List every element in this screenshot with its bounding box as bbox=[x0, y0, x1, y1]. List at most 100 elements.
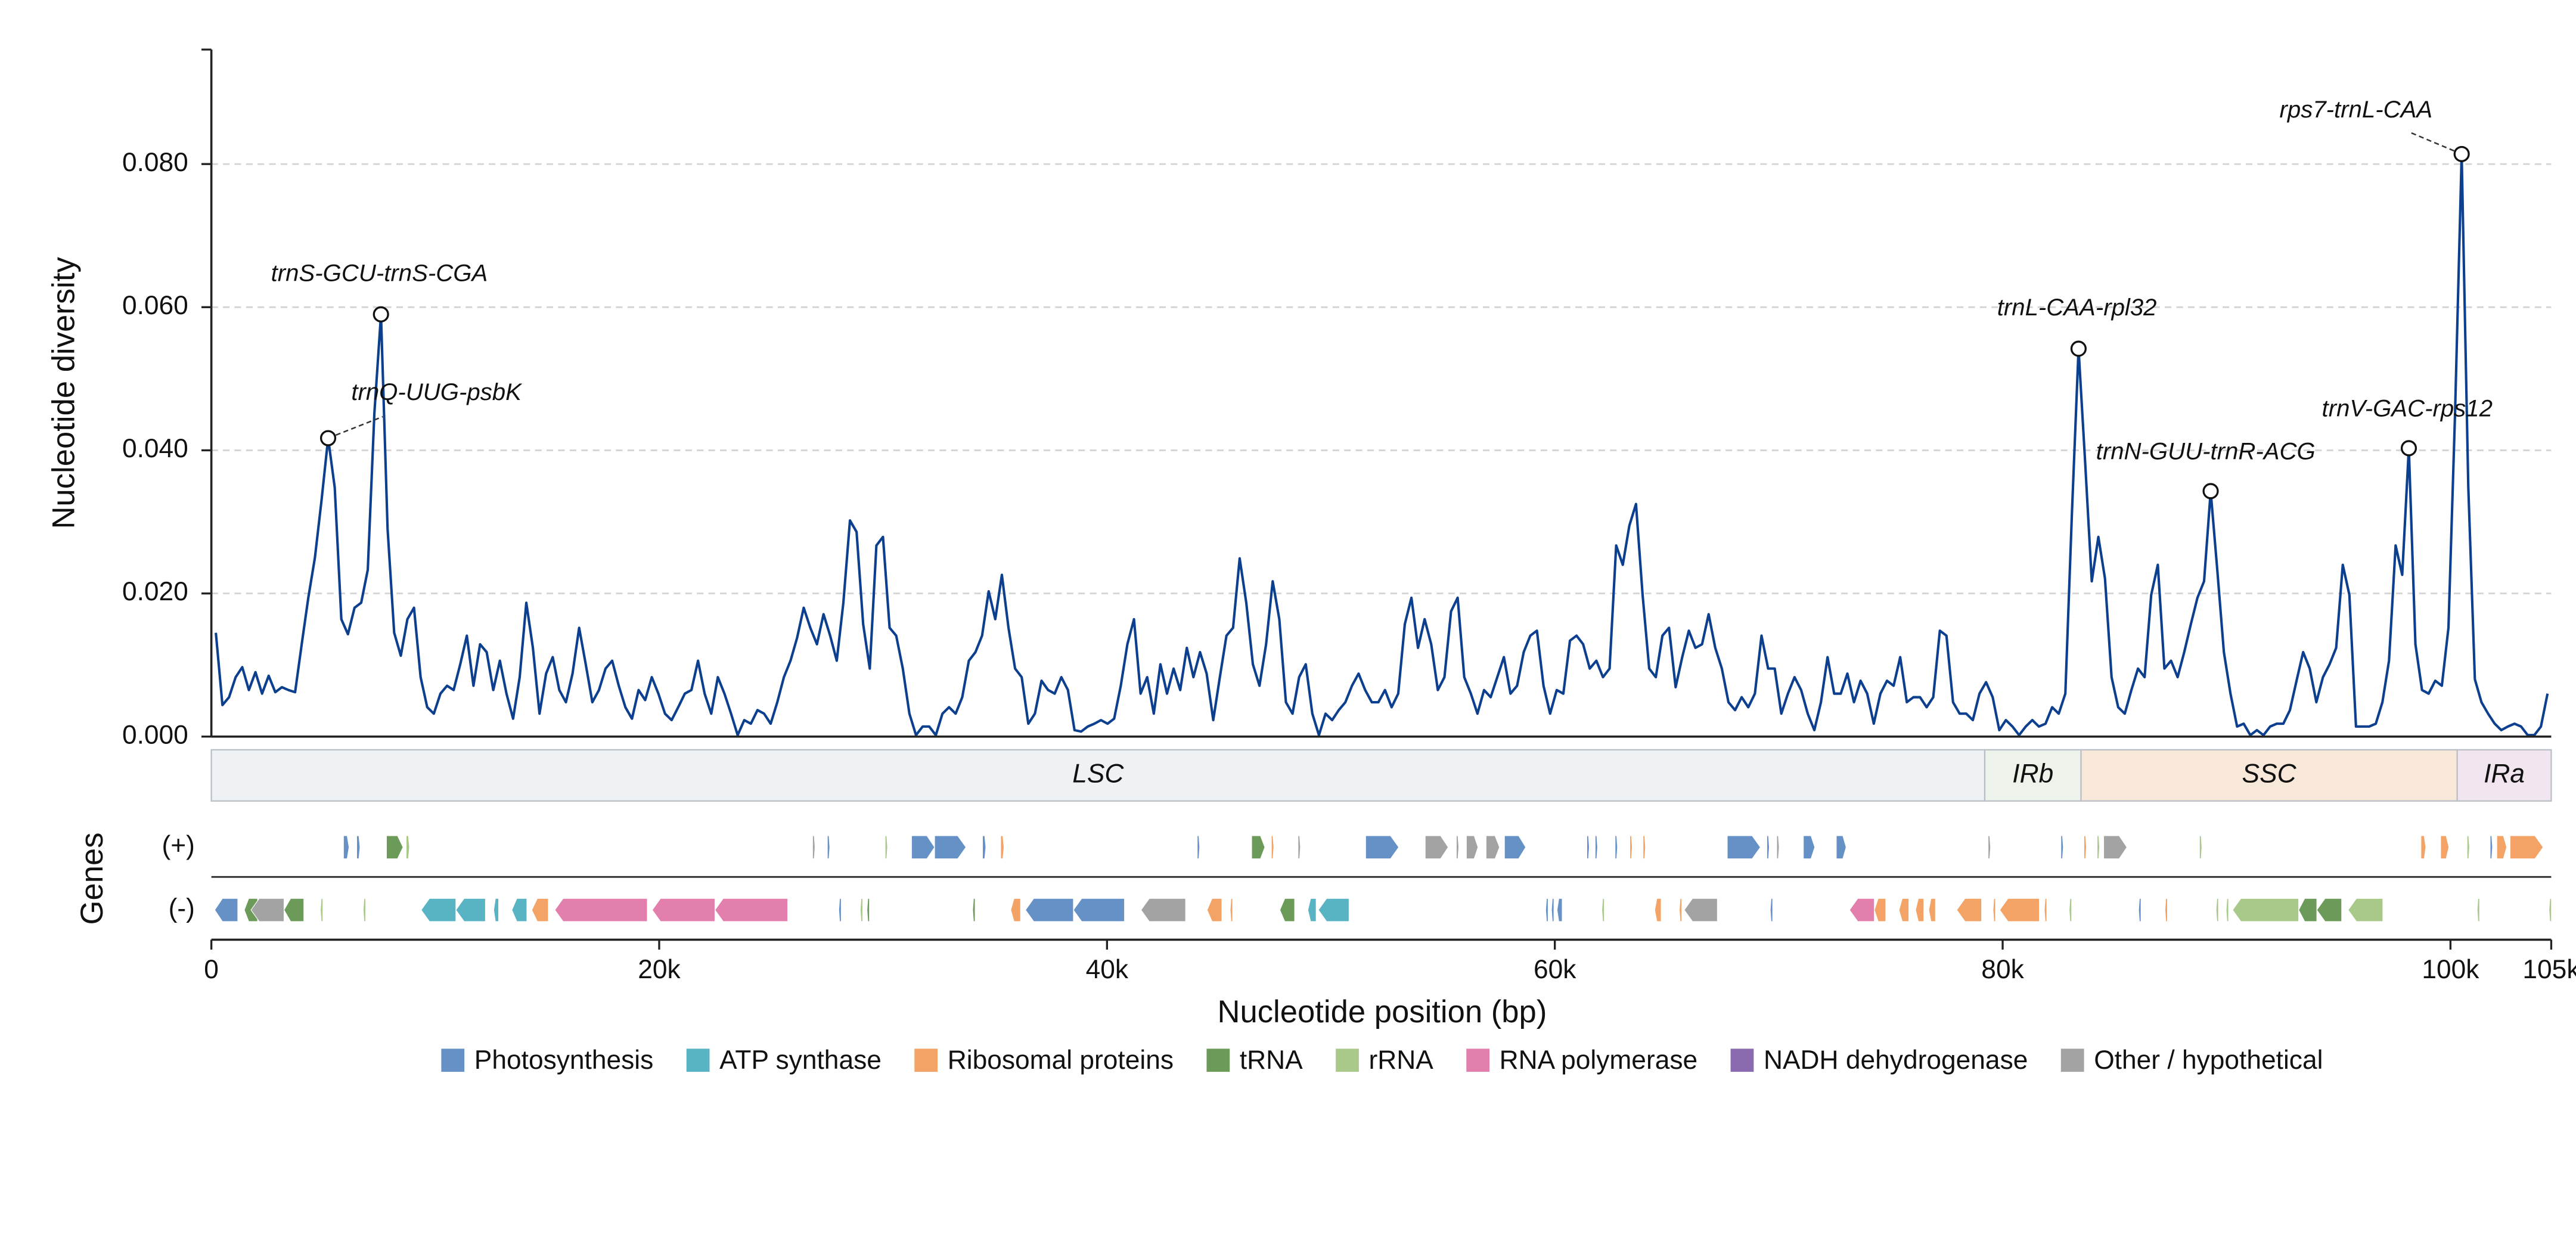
annotation-label: trnS-GCU-trnS-CGA bbox=[271, 259, 488, 286]
gene bbox=[2164, 898, 2168, 922]
legend-swatch bbox=[686, 1049, 710, 1072]
gene bbox=[972, 898, 976, 922]
gene bbox=[1307, 898, 1317, 922]
annotation-marker bbox=[319, 430, 337, 446]
gene bbox=[1643, 835, 1646, 860]
gene bbox=[1279, 898, 1295, 922]
gene bbox=[1594, 835, 1599, 860]
y-tick-label: 0.060 bbox=[122, 291, 188, 320]
gene bbox=[455, 898, 486, 922]
gene bbox=[2440, 835, 2450, 860]
gene bbox=[1365, 835, 1399, 860]
gene bbox=[1915, 898, 1925, 922]
gene bbox=[2232, 898, 2299, 922]
gene bbox=[827, 835, 830, 860]
gene bbox=[2215, 898, 2219, 922]
region-label: IRa bbox=[2484, 759, 2525, 788]
gene bbox=[1776, 835, 1780, 860]
gene bbox=[1551, 898, 1554, 922]
x-axis-label: Nucleotide position (bp) bbox=[1217, 994, 1547, 1029]
y-tick-label: 0.080 bbox=[122, 148, 188, 177]
gene bbox=[214, 898, 238, 922]
x-tick-label: 80k bbox=[1981, 955, 2024, 984]
gene bbox=[2549, 898, 2552, 922]
gene bbox=[1230, 898, 1233, 922]
legend-swatch bbox=[1206, 1049, 1230, 1072]
gene bbox=[1556, 898, 1563, 922]
legend-swatch bbox=[441, 1049, 465, 1072]
annotation-marker bbox=[373, 306, 389, 322]
gene bbox=[1615, 835, 1618, 860]
annotation-label: trnN-GUU-trnR-ACG bbox=[2096, 438, 2316, 465]
gene bbox=[1988, 835, 1991, 860]
annotation-label: rps7-trnL-CAA bbox=[2280, 96, 2433, 123]
gene bbox=[1455, 835, 1460, 860]
legend-label: NADH dehydrogenase bbox=[1764, 1046, 2028, 1075]
gene bbox=[2420, 835, 2426, 860]
gene bbox=[1010, 898, 1021, 922]
gene bbox=[2199, 835, 2202, 860]
gene bbox=[1629, 835, 1633, 860]
x-tick-label: 100k bbox=[2422, 955, 2479, 984]
gene bbox=[2060, 835, 2064, 860]
legend-swatch bbox=[1466, 1049, 1490, 1072]
gene bbox=[1025, 898, 1074, 922]
gene bbox=[2496, 835, 2507, 860]
gene bbox=[1803, 835, 1815, 860]
gene bbox=[1684, 898, 1718, 922]
annotation-label: trnQ-UUG-psbK bbox=[351, 379, 523, 405]
gene bbox=[884, 835, 888, 860]
gene bbox=[2226, 898, 2229, 922]
gene bbox=[1545, 898, 1548, 922]
gene bbox=[511, 898, 527, 922]
gene bbox=[1727, 835, 1761, 860]
legend-label: Other / hypothetical bbox=[2094, 1046, 2323, 1075]
annotation-marker bbox=[2070, 340, 2087, 357]
gene bbox=[1999, 898, 2040, 922]
gene bbox=[1956, 898, 1982, 922]
annotation-label: trnL-CAA-rpl32 bbox=[1997, 294, 2157, 321]
gene bbox=[2490, 835, 2493, 860]
gene bbox=[2316, 898, 2342, 922]
gene bbox=[405, 835, 410, 860]
legend-swatch bbox=[1730, 1049, 1754, 1072]
diversity-line bbox=[215, 153, 2549, 737]
gene bbox=[1586, 835, 1590, 860]
gene bbox=[2083, 835, 2087, 860]
gene bbox=[1928, 898, 1936, 922]
gene bbox=[1874, 898, 1886, 922]
gene bbox=[362, 898, 367, 922]
y-tick-label: 0.040 bbox=[122, 434, 188, 463]
gene bbox=[283, 898, 305, 922]
gene bbox=[1602, 898, 1605, 922]
gene bbox=[982, 835, 986, 860]
legend-swatch bbox=[914, 1049, 938, 1072]
gene bbox=[1073, 898, 1125, 922]
annotation-marker bbox=[2453, 145, 2470, 162]
region-label: LSC bbox=[1072, 759, 1124, 788]
gene bbox=[1271, 835, 1274, 860]
gene bbox=[2069, 898, 2072, 922]
region-label: SSC bbox=[2242, 759, 2297, 788]
gene bbox=[1298, 835, 1301, 860]
genes-label: Genes bbox=[75, 832, 110, 925]
gene bbox=[493, 898, 499, 922]
region bbox=[2456, 749, 2552, 802]
gene bbox=[1424, 835, 1449, 860]
annotation-marker bbox=[2400, 440, 2417, 457]
gene bbox=[859, 898, 864, 922]
gene bbox=[2103, 835, 2128, 860]
x-tick-label: 40k bbox=[1086, 955, 1129, 984]
gene bbox=[1140, 898, 1186, 922]
legend-label: Photosynthesis bbox=[474, 1046, 654, 1075]
gene bbox=[2509, 835, 2544, 860]
annotation-leader bbox=[328, 415, 383, 439]
gene bbox=[651, 898, 716, 922]
x-tick-label: 0 bbox=[204, 955, 219, 984]
legend-label: RNA polymerase bbox=[1500, 1046, 1697, 1075]
y-tick-label: 0.020 bbox=[122, 577, 188, 606]
legend-swatch bbox=[1336, 1049, 1359, 1072]
gene bbox=[867, 898, 870, 922]
gene bbox=[812, 835, 816, 860]
